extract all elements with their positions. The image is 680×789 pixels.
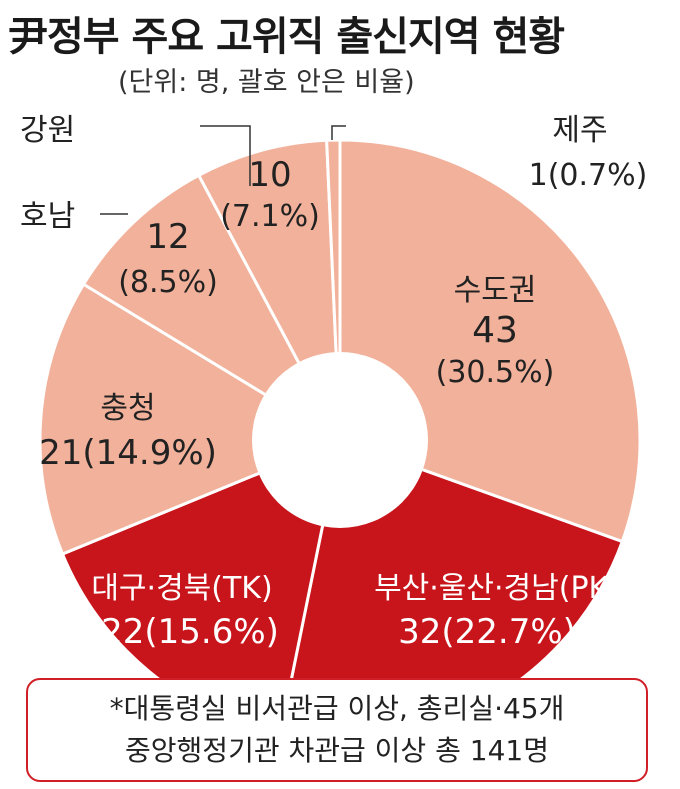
label-honam-name: 호남 [20, 199, 75, 234]
label-gangwon-name: 강원 [20, 113, 75, 148]
chart-subtitle: (단위: 명, 괄호 안은 비율) [118, 67, 415, 98]
pie-slice-4 [38, 282, 344, 556]
label-honam-pct: (8.5%) [118, 265, 218, 300]
leader-line-jeju [331, 125, 346, 140]
label-gangwon-value: 10 [248, 155, 291, 195]
label-tk-value: 22(15.6%) [101, 612, 279, 652]
footnote-line-2: 중앙행정기관 차관급 이상 총 141명 [125, 734, 549, 767]
footnote-line-1: *대통령실 비서관급 이상, 총리실·45개 [109, 692, 565, 725]
label-pk-value: 32(22.7%) [398, 612, 576, 652]
label-pk-name: 부산·울산·경남(PK) [374, 571, 620, 606]
label-capital-name: 수도권 [454, 273, 537, 308]
label-chungcheong-value: 21(14.9%) [39, 433, 217, 473]
label-chungcheong-name: 충청 [100, 391, 155, 426]
label-jeju-name: 제주 [552, 113, 607, 148]
label-honam-value: 12 [146, 217, 189, 257]
label-capital-value: 43 [472, 310, 518, 351]
pie-slice-5 [81, 173, 344, 445]
label-tk-name: 대구·경북(TK) [91, 571, 272, 606]
label-gangwon-pct: (7.1%) [220, 199, 320, 234]
donut-hole [252, 352, 428, 528]
donut-slices [38, 138, 642, 742]
label-jeju-value: 1(0.7%) [529, 158, 648, 193]
chart-title: 尹정부 주요 고위직 출신지역 현황 [8, 14, 565, 60]
label-capital-pct: (30.5%) [436, 355, 555, 390]
footnote-box: *대통령실 비서관급 이상, 총리실·45개 중앙행정기관 차관급 이상 총 1… [26, 678, 648, 782]
leader-line-gangwon [200, 125, 251, 186]
